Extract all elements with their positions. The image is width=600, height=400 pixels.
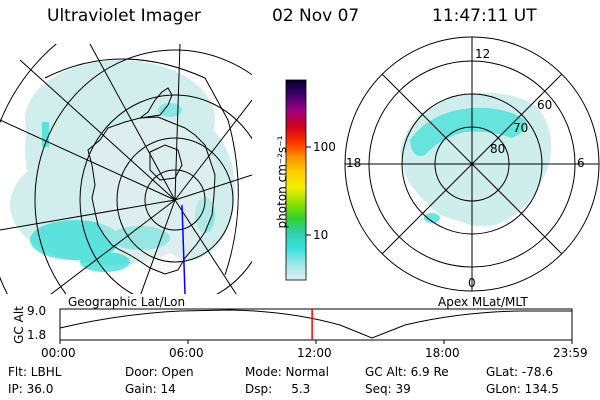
- colorbar-title: photon cm⁻²s⁻¹: [275, 135, 289, 229]
- geo-caption: Geographic Lat/Lon: [68, 295, 186, 309]
- polar-aurora: [400, 92, 551, 227]
- mlat-label-60: 60: [537, 98, 553, 112]
- meridians: [0, 44, 252, 294]
- polar-plot: [344, 36, 600, 292]
- alt-xtick-3: 18:00: [425, 346, 460, 360]
- date-label: 02 Nov 07: [272, 6, 360, 26]
- time-label: 11:47:11 UT: [432, 6, 537, 26]
- alt-ytick-top: 9.0: [27, 304, 47, 318]
- mlt-label-12: 12: [475, 47, 491, 61]
- geographic-map: [0, 44, 252, 294]
- mlt-label-18: 18: [346, 156, 362, 170]
- info-ip: IP: 36.0: [8, 382, 54, 396]
- altitude-plot: [59, 308, 573, 344]
- colorbar-tick-10: 10: [313, 228, 329, 242]
- info-seq: Seq: 39: [365, 382, 411, 396]
- info-door: Door: Open: [125, 365, 194, 379]
- alt-ylabel: GC Alt: [12, 306, 26, 344]
- polar-caption: Apex MLat/MLT: [438, 295, 528, 309]
- info-gcalt: GC Alt: 6.9 Re: [365, 365, 449, 379]
- alt-ytick-bottom: 1.8: [27, 328, 47, 342]
- peninsula: [139, 87, 173, 119]
- alt-xtick-4: 23:59: [553, 346, 588, 360]
- info-glat: GLat: -78.6: [486, 365, 553, 379]
- info-gain: Gain: 14: [125, 382, 176, 396]
- colorbar: [285, 79, 307, 281]
- mlt-label-6: 6: [577, 156, 585, 170]
- aurora-light-speckle: [10, 60, 235, 265]
- info-dsp: Dsp: 5.3: [245, 382, 311, 396]
- ground-track: [181, 204, 186, 294]
- altitude-curve: [59, 309, 572, 339]
- mlt-label-0: 0: [468, 276, 476, 290]
- info-flt: Flt: LBHL: [8, 365, 62, 379]
- instrument-title: Ultraviolet Imager: [47, 6, 201, 26]
- ice-shelf: [149, 144, 183, 181]
- alt-xtick-0: 00:00: [41, 346, 76, 360]
- lat-circles: [0, 44, 252, 294]
- info-mode: Mode: Normal: [245, 365, 329, 379]
- alt-xtick-1: 06:00: [169, 346, 204, 360]
- mlat-label-70: 70: [513, 121, 529, 135]
- alt-xtick-2: 12:00: [297, 346, 332, 360]
- mlat-label-80: 80: [490, 142, 506, 156]
- info-glon: GLon: 134.5: [486, 382, 559, 396]
- geo-outer-boundary: [44, 58, 239, 276]
- colorbar-tick-100: 100: [313, 140, 336, 154]
